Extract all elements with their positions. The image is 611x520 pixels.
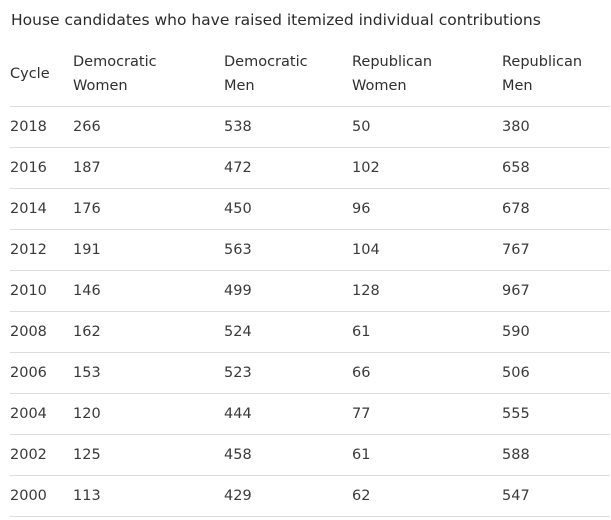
cell-cycle: 2012 <box>10 229 73 271</box>
column-header-republican-men: Republican Men <box>502 41 610 107</box>
cell-democratic-men: 524 <box>224 311 352 353</box>
contributions-table: Cycle Democratic Women Democratic Men Re… <box>10 41 610 517</box>
cell-republican-women: 102 <box>352 147 502 189</box>
cell-republican-men: 590 <box>502 311 610 353</box>
cell-democratic-women: 125 <box>73 434 224 476</box>
cell-democratic-men: 450 <box>224 188 352 230</box>
table-row: 2018 266 538 50 380 <box>10 106 610 148</box>
table-body: 2018 266 538 50 380 2016 187 472 102 658 2014 176 45… <box>10 106 610 517</box>
cell-democratic-men: 429 <box>224 475 352 517</box>
table-row: 2004 120 444 77 555 <box>10 393 610 435</box>
table-row: 2006 153 523 66 506 <box>10 352 610 394</box>
column-header-republican-women: Republican Women <box>352 41 502 107</box>
cell-republican-men: 555 <box>502 393 610 435</box>
cell-cycle: 2018 <box>10 106 73 148</box>
cell-cycle: 2000 <box>10 475 73 517</box>
table-header: Cycle Democratic Women Democratic Men Re… <box>10 41 610 107</box>
table-row: 2014 176 450 96 678 <box>10 188 610 230</box>
header-line: Cycle <box>10 65 50 82</box>
cell-cycle: 2016 <box>10 147 73 189</box>
header-line: Men <box>502 77 533 94</box>
header-line: Women <box>352 77 407 94</box>
cell-democratic-men: 458 <box>224 434 352 476</box>
header-line: Democratic <box>73 53 157 70</box>
table-row: 2012 191 563 104 767 <box>10 229 610 271</box>
table-title: House candidates who have raised itemize… <box>11 11 541 29</box>
cell-republican-men: 547 <box>502 475 610 517</box>
cell-republican-women: 50 <box>352 106 502 148</box>
cell-republican-women: 62 <box>352 475 502 517</box>
header-line: Republican <box>352 53 433 70</box>
cell-republican-women: 61 <box>352 434 502 476</box>
cell-democratic-women: 153 <box>73 352 224 394</box>
cell-democratic-women: 120 <box>73 393 224 435</box>
cell-cycle: 2002 <box>10 434 73 476</box>
header-line: Democratic <box>224 53 308 70</box>
cell-republican-men: 678 <box>502 188 610 230</box>
cell-democratic-men: 472 <box>224 147 352 189</box>
column-header-cycle: Cycle <box>10 41 73 107</box>
table-row: 2002 125 458 61 588 <box>10 434 610 476</box>
cell-republican-men: 967 <box>502 270 610 312</box>
header-line: Men <box>224 77 255 94</box>
header-line: Women <box>73 77 128 94</box>
cell-republican-women: 77 <box>352 393 502 435</box>
cell-cycle: 2004 <box>10 393 73 435</box>
cell-republican-women: 104 <box>352 229 502 271</box>
cell-democratic-men: 444 <box>224 393 352 435</box>
cell-democratic-women: 187 <box>73 147 224 189</box>
header-row: Cycle Democratic Women Democratic Men Re… <box>10 41 610 107</box>
cell-democratic-men: 523 <box>224 352 352 394</box>
cell-republican-women: 96 <box>352 188 502 230</box>
cell-democratic-women: 191 <box>73 229 224 271</box>
table-row: 2010 146 499 128 967 <box>10 270 610 312</box>
table-row: 2016 187 472 102 658 <box>10 147 610 189</box>
cell-republican-men: 767 <box>502 229 610 271</box>
cell-democratic-women: 162 <box>73 311 224 353</box>
cell-cycle: 2010 <box>10 270 73 312</box>
cell-republican-women: 128 <box>352 270 502 312</box>
cell-democratic-women: 176 <box>73 188 224 230</box>
table-row: 2008 162 524 61 590 <box>10 311 610 353</box>
column-header-democratic-men: Democratic Men <box>224 41 352 107</box>
cell-republican-women: 61 <box>352 311 502 353</box>
cell-republican-men: 658 <box>502 147 610 189</box>
cell-republican-women: 66 <box>352 352 502 394</box>
cell-democratic-men: 499 <box>224 270 352 312</box>
cell-democratic-women: 113 <box>73 475 224 517</box>
cell-cycle: 2014 <box>10 188 73 230</box>
cell-democratic-men: 538 <box>224 106 352 148</box>
cell-republican-men: 380 <box>502 106 610 148</box>
cell-cycle: 2006 <box>10 352 73 394</box>
cell-democratic-men: 563 <box>224 229 352 271</box>
cell-cycle: 2008 <box>10 311 73 353</box>
column-header-democratic-women: Democratic Women <box>73 41 224 107</box>
cell-democratic-women: 146 <box>73 270 224 312</box>
table-row: 2000 113 429 62 547 <box>10 475 610 517</box>
cell-republican-men: 506 <box>502 352 610 394</box>
header-line: Republican <box>502 53 583 70</box>
cell-democratic-women: 266 <box>73 106 224 148</box>
cell-republican-men: 588 <box>502 434 610 476</box>
